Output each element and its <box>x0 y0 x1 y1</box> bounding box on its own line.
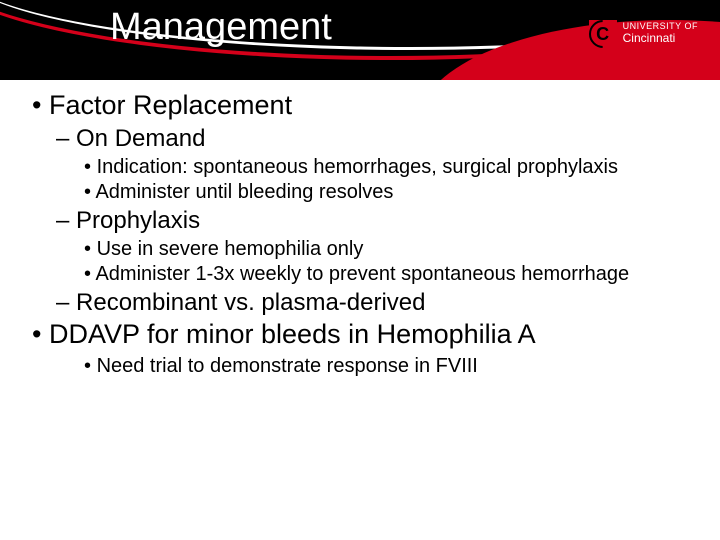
bullet-l1: Factor Replacement <box>32 90 694 121</box>
bullet-l3: Administer 1-3x weekly to prevent sponta… <box>84 262 694 287</box>
bullet-l2: On Demand <box>56 125 694 153</box>
bullet-l3: Indication: spontaneous hemorrhages, sur… <box>84 155 694 180</box>
slide-body: Factor Replacement On Demand Indication:… <box>0 80 720 379</box>
bullet-l2: Prophylaxis <box>56 207 694 235</box>
bullet-l1: DDAVP for minor bleeds in Hemophilia A <box>32 319 694 350</box>
uc-logo: C UNIVERSITY OF Cincinnati <box>589 20 698 48</box>
uc-logo-text: UNIVERSITY OF Cincinnati <box>623 22 698 45</box>
slide-header: Management C UNIVERSITY OF Cincinnati <box>0 0 720 80</box>
slide-title: Management <box>110 6 332 49</box>
bullet-l3: Administer until bleeding resolves <box>84 180 694 205</box>
bullet-l3: Use in severe hemophilia only <box>84 237 694 262</box>
logo-line2: Cincinnati <box>623 32 698 45</box>
uc-logo-icon: C <box>589 20 617 48</box>
bullet-l2: Recombinant vs. plasma-derived <box>56 289 694 317</box>
bullet-l3: Need trial to demonstrate response in FV… <box>84 354 694 379</box>
